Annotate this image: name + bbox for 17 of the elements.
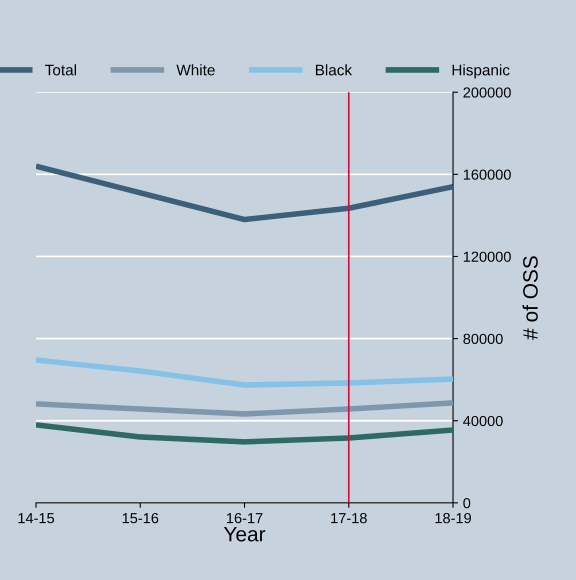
x-tick-label: 16-17 <box>226 512 262 524</box>
x-axis-title: Year <box>224 526 266 542</box>
legend-label: Hispanic <box>452 64 510 78</box>
legend-label: Black <box>316 64 352 76</box>
y-tick-label: 0 <box>463 498 470 508</box>
y-tick-label: 80000 <box>463 334 503 344</box>
y-tick-label: 120000 <box>464 252 511 262</box>
x-tick-label: 17-18 <box>331 512 367 524</box>
x-tick-label: 15-16 <box>122 512 158 524</box>
y-axis-title: # of OSS <box>522 256 538 340</box>
legend-label: White <box>176 64 215 76</box>
y-tick-label: 40000 <box>463 416 503 426</box>
x-tick-label: 14-15 <box>18 513 54 524</box>
x-tick-label: 18-19 <box>435 512 471 524</box>
legend-label: Total <box>45 64 76 76</box>
y-tick-label: 160000 <box>464 169 511 180</box>
y-tick-label: 200000 <box>463 87 511 98</box>
